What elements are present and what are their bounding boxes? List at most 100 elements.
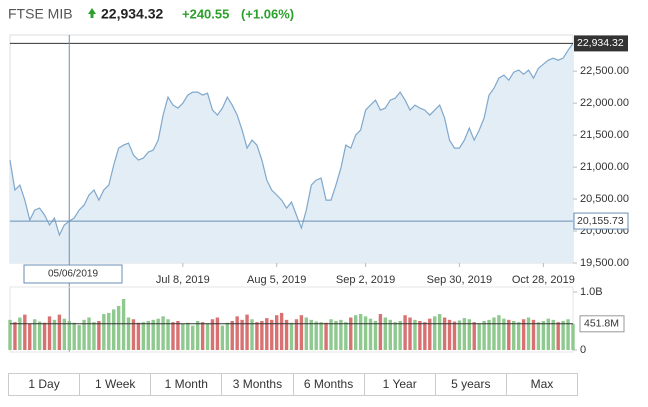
volume-bar — [546, 318, 551, 350]
volume-bar — [72, 322, 76, 350]
crosshair-value-label: 20,155.73 — [577, 215, 624, 227]
volume-bar — [497, 315, 501, 350]
volume-bar — [398, 321, 402, 350]
crosshair-date-label: 05/06/2019 — [48, 269, 98, 280]
change-pct: (+1.06%) — [241, 6, 294, 21]
volume-bar — [57, 314, 62, 350]
volume-bar — [141, 322, 146, 350]
volume-bar — [121, 298, 126, 350]
volume-bar — [334, 321, 338, 350]
last-price-label: 22,934.32 — [577, 37, 624, 49]
volume-bar — [240, 319, 244, 350]
volume-bar — [107, 312, 111, 350]
volume-bar — [131, 319, 136, 350]
volume-bar — [304, 317, 309, 350]
volume-bar — [92, 322, 96, 350]
change: +240.55 — [182, 6, 229, 21]
period-button[interactable]: 1 Year — [365, 374, 436, 395]
period-button[interactable]: 1 Month — [151, 374, 223, 395]
volume-bar — [324, 322, 328, 350]
volume-bar — [541, 321, 546, 350]
period-button[interactable]: Max — [530, 377, 554, 391]
period-bar: 1 Day 1 Week 1 Month 3 Months 6 Months 1 Year… — [8, 373, 578, 396]
volume-bar — [23, 314, 27, 350]
volume-bar — [442, 317, 447, 350]
volume-bar — [87, 317, 91, 350]
y-tick-label: 22,500.00 — [580, 65, 629, 77]
x-tick-label: Sep 30, 2019 — [427, 274, 492, 286]
period-button[interactable]: 3 Months — [222, 374, 294, 395]
volume-bar — [447, 319, 452, 350]
volume-bar — [171, 322, 175, 350]
y-tick-label: 21,000.00 — [580, 161, 629, 173]
volume-bar — [225, 322, 229, 350]
volume-bar — [205, 323, 210, 350]
volume-bar — [186, 322, 190, 350]
volume-bar — [284, 319, 289, 350]
volume-bar — [235, 316, 239, 350]
volume-bar — [270, 319, 274, 350]
period-button[interactable]: 1 Week — [80, 374, 152, 395]
volume-bar — [230, 321, 234, 350]
volume-bar — [67, 321, 71, 350]
volume-bar — [181, 323, 185, 350]
volume-bar — [472, 322, 476, 350]
volume-bar — [151, 319, 155, 350]
volume-bar — [245, 314, 249, 350]
volume-bar — [52, 319, 57, 350]
volume-bar — [220, 325, 225, 350]
volume-bar — [255, 322, 259, 350]
volume-bar — [265, 318, 269, 350]
volume-bar — [62, 318, 67, 350]
volume-bar — [210, 319, 215, 350]
volume-bar — [423, 322, 427, 350]
y-tick-label: 20,500.00 — [580, 193, 629, 205]
volume-bar — [319, 322, 323, 350]
volume-bar — [156, 318, 160, 350]
volume-bar — [195, 321, 200, 350]
volume-tick-label: 0 — [580, 344, 586, 356]
volume-bar — [344, 322, 348, 350]
volume-bar — [97, 321, 101, 350]
period-button[interactable]: 1 Day — [9, 374, 81, 395]
volume-bar — [260, 321, 264, 350]
volume-bar — [339, 319, 343, 350]
volume-bar — [487, 319, 491, 350]
volume-bar — [279, 312, 284, 350]
volume-bar — [368, 318, 373, 350]
volume-bar — [566, 319, 570, 350]
volume-bar — [561, 321, 565, 350]
volume-frame — [9, 286, 574, 353]
volume-bar — [521, 319, 526, 350]
volume-bar — [8, 319, 12, 350]
volume-bar — [274, 315, 279, 350]
volume-bar — [112, 309, 116, 350]
volume-bar — [457, 320, 462, 350]
volume-bar — [507, 319, 511, 350]
volume-bar — [363, 316, 368, 350]
volume-bar — [349, 317, 353, 350]
period-button[interactable]: 5 years — [436, 374, 507, 395]
volume-bar — [329, 319, 333, 350]
volume-bar — [294, 319, 299, 350]
volume-bar — [571, 323, 575, 350]
x-tick-label: Oct 28, 2019 — [512, 274, 575, 286]
volume-bar — [314, 321, 318, 350]
volume-bar — [388, 319, 392, 350]
volume-bar — [551, 319, 555, 350]
volume-bar — [102, 314, 106, 350]
index-name: FTSE MIB — [8, 6, 73, 22]
price: 22,934.32 — [101, 6, 163, 22]
volume-bar — [482, 321, 486, 350]
volume-bar — [136, 322, 141, 350]
volume-bar — [452, 321, 457, 350]
volume-bar — [378, 314, 383, 350]
period-button[interactable]: 6 Months — [294, 374, 365, 395]
price-line — [9, 43, 574, 237]
volume-bar — [477, 323, 481, 350]
volume-bar — [299, 315, 304, 350]
volume-bar — [492, 317, 496, 350]
volume-bar — [32, 319, 37, 350]
volume-bar — [418, 321, 422, 350]
